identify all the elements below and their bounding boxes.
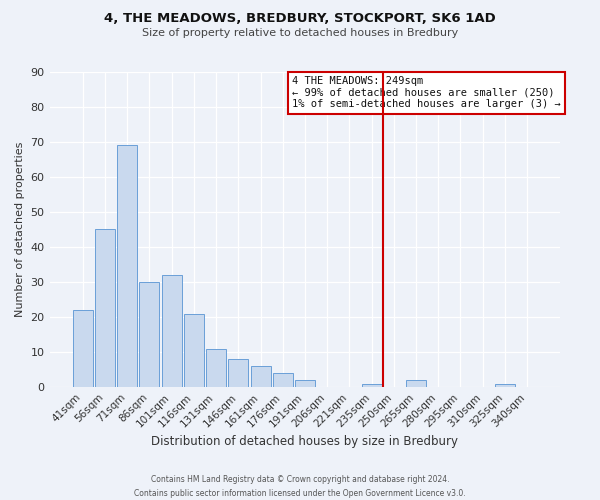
Bar: [251, 366, 271, 387]
Bar: [206, 348, 226, 387]
Bar: [495, 384, 515, 387]
Bar: [362, 384, 382, 387]
Bar: [117, 145, 137, 387]
Text: 4, THE MEADOWS, BREDBURY, STOCKPORT, SK6 1AD: 4, THE MEADOWS, BREDBURY, STOCKPORT, SK6…: [104, 12, 496, 26]
Bar: [73, 310, 93, 387]
Bar: [161, 275, 182, 387]
Text: 4 THE MEADOWS: 249sqm
← 99% of detached houses are smaller (250)
1% of semi-deta: 4 THE MEADOWS: 249sqm ← 99% of detached …: [292, 76, 561, 110]
Bar: [406, 380, 426, 387]
X-axis label: Distribution of detached houses by size in Bredbury: Distribution of detached houses by size …: [151, 434, 458, 448]
Bar: [184, 314, 204, 387]
Y-axis label: Number of detached properties: Number of detached properties: [15, 142, 25, 317]
Bar: [139, 282, 160, 387]
Text: Contains HM Land Registry data © Crown copyright and database right 2024.
Contai: Contains HM Land Registry data © Crown c…: [134, 476, 466, 498]
Bar: [229, 359, 248, 387]
Text: Size of property relative to detached houses in Bredbury: Size of property relative to detached ho…: [142, 28, 458, 38]
Bar: [295, 380, 315, 387]
Bar: [273, 373, 293, 387]
Bar: [95, 230, 115, 387]
